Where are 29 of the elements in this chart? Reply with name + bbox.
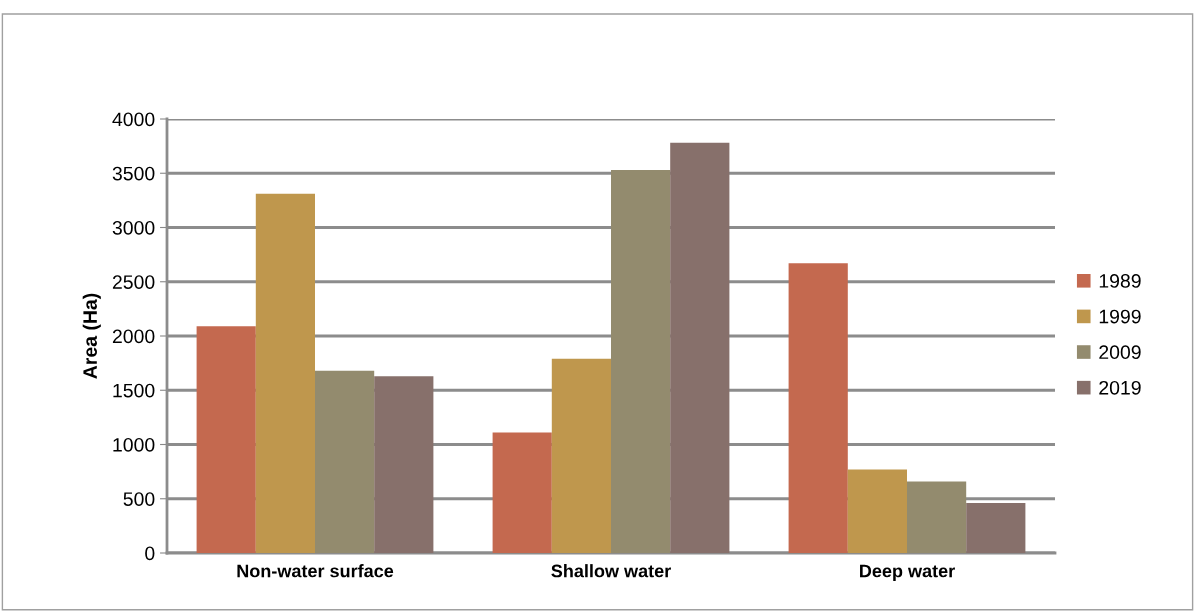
y-axis-title: Area (Ha) (82, 293, 101, 379)
y-tick-label: 500 (123, 492, 155, 506)
bar (196, 326, 256, 553)
y-tick-label: 4000 (112, 112, 155, 127)
legend-label: 1989 (1099, 274, 1141, 288)
y-tick-label: 3500 (112, 166, 155, 181)
legend-label: 2009 (1099, 345, 1141, 360)
bar (315, 370, 375, 553)
legend-label: 2019 (1099, 380, 1141, 395)
x-tick-label: Non-water surface (237, 564, 394, 578)
x-tick-label: Shallow water (551, 564, 671, 578)
bar (670, 142, 730, 553)
bar (551, 358, 611, 553)
bar (492, 432, 552, 553)
y-tick-label: 2500 (112, 275, 155, 289)
y-tick-label: 1000 (113, 437, 155, 452)
bar (966, 503, 1026, 553)
bar (907, 481, 967, 553)
x-tick-label: Deep water (860, 564, 955, 581)
bar (788, 263, 848, 553)
bar (374, 376, 434, 553)
bar (847, 469, 907, 553)
y-tick-label: 3000 (112, 220, 155, 235)
y-tick-label: 1500 (113, 383, 155, 398)
legend-label: 1999 (1099, 309, 1141, 324)
y-tick-label: 2000 (112, 329, 155, 344)
y-tick-label: 0 (145, 546, 155, 561)
bar (611, 169, 671, 553)
bar (255, 193, 315, 553)
